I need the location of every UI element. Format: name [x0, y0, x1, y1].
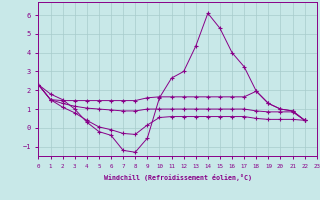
X-axis label: Windchill (Refroidissement éolien,°C): Windchill (Refroidissement éolien,°C): [104, 174, 252, 181]
